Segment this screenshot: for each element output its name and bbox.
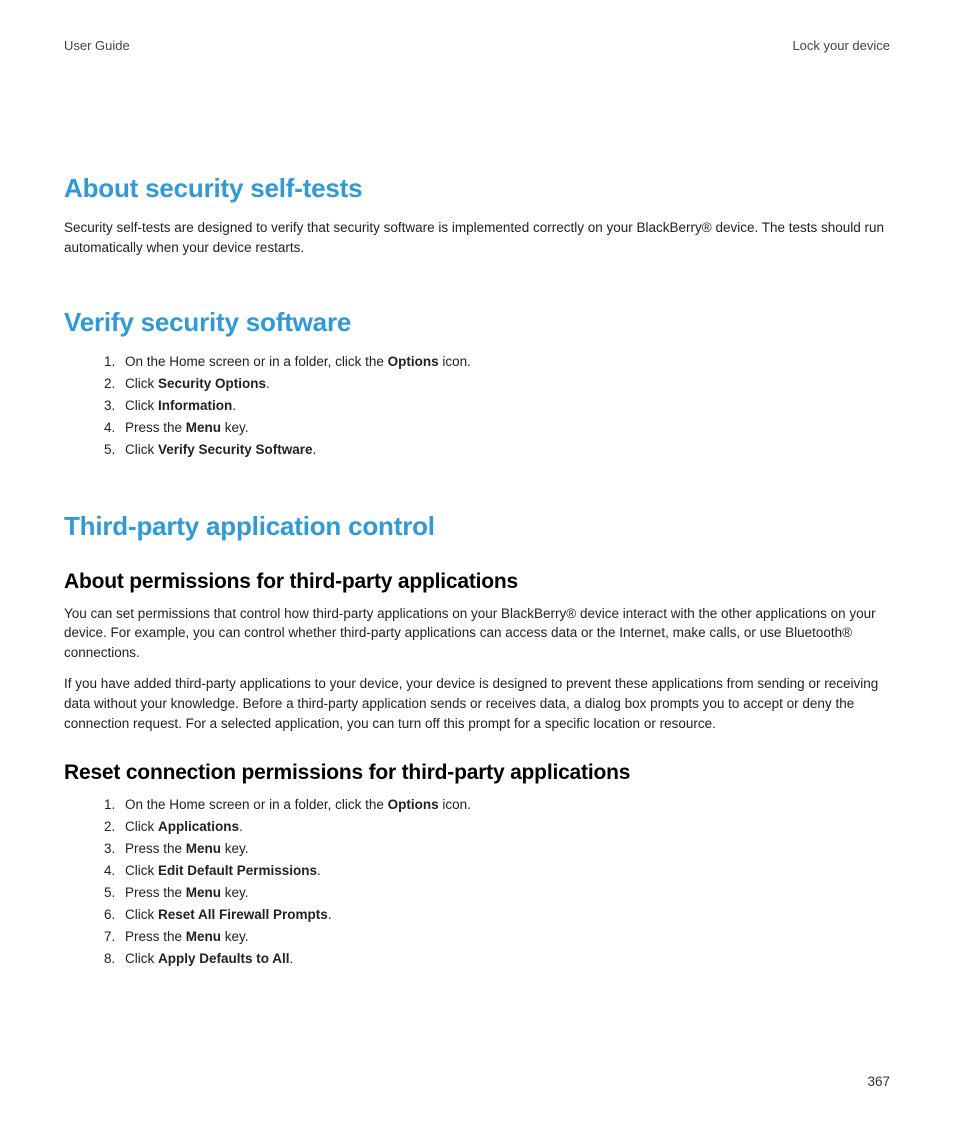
step-item: Press the Menu key. [119, 927, 890, 948]
step-text: . [290, 951, 294, 966]
step-bold: Information [158, 398, 232, 413]
step-item: On the Home screen or in a folder, click… [119, 795, 890, 816]
heading-about-security-self-tests: About security self-tests [64, 173, 890, 204]
step-text: Click [125, 863, 158, 878]
step-bold: Menu [186, 885, 221, 900]
step-item: Click Apply Defaults to All. [119, 949, 890, 970]
step-item: Click Verify Security Software. [119, 440, 890, 461]
step-text: . [317, 863, 321, 878]
step-text: Click [125, 907, 158, 922]
step-bold: Edit Default Permissions [158, 863, 317, 878]
step-text: Press the [125, 929, 186, 944]
page-header: User Guide Lock your device [64, 38, 890, 53]
step-text: icon. [439, 797, 471, 812]
step-text: Press the [125, 885, 186, 900]
step-item: On the Home screen or in a folder, click… [119, 352, 890, 373]
step-item: Click Applications. [119, 817, 890, 838]
step-bold: Verify Security Software [158, 442, 313, 457]
step-text: Click [125, 376, 158, 391]
step-text: . [266, 376, 270, 391]
step-text: On the Home screen or in a folder, click… [125, 354, 388, 369]
step-text: key. [221, 841, 249, 856]
subheading-about-permissions: About permissions for third-party applic… [64, 570, 890, 594]
header-right: Lock your device [792, 38, 890, 53]
step-text: . [232, 398, 236, 413]
document-page: User Guide Lock your device About securi… [0, 0, 954, 1145]
step-bold: Security Options [158, 376, 266, 391]
page-number: 367 [867, 1074, 890, 1089]
heading-verify-security-software: Verify security software [64, 307, 890, 338]
step-text: Click [125, 951, 158, 966]
step-item: Click Reset All Firewall Prompts. [119, 905, 890, 926]
step-item: Click Information. [119, 396, 890, 417]
step-text: . [313, 442, 317, 457]
step-bold: Apply Defaults to All [158, 951, 290, 966]
step-text: On the Home screen or in a folder, click… [125, 797, 388, 812]
step-text: key. [221, 929, 249, 944]
step-item: Click Edit Default Permissions. [119, 861, 890, 882]
steps-verify-security-software: On the Home screen or in a folder, click… [64, 352, 890, 461]
step-text: Press the [125, 420, 186, 435]
heading-third-party-application-control: Third-party application control [64, 511, 890, 542]
step-item: Press the Menu key. [119, 883, 890, 904]
step-text: . [328, 907, 332, 922]
subheading-reset-connection-permissions: Reset connection permissions for third-p… [64, 761, 890, 785]
step-item: Click Security Options. [119, 374, 890, 395]
step-item: Press the Menu key. [119, 418, 890, 439]
header-left: User Guide [64, 38, 130, 53]
step-text: Click [125, 398, 158, 413]
step-text: key. [221, 420, 249, 435]
step-text: Press the [125, 841, 186, 856]
step-bold: Menu [186, 929, 221, 944]
paragraph-security-self-tests: Security self-tests are designed to veri… [64, 218, 890, 257]
step-text: key. [221, 885, 249, 900]
step-bold: Options [388, 797, 439, 812]
paragraph-permissions-1: You can set permissions that control how… [64, 604, 890, 663]
step-bold: Applications [158, 819, 239, 834]
step-text: icon. [439, 354, 471, 369]
step-text: Click [125, 442, 158, 457]
paragraph-permissions-2: If you have added third-party applicatio… [64, 674, 890, 733]
step-text: Click [125, 819, 158, 834]
step-bold: Menu [186, 841, 221, 856]
step-text: . [239, 819, 243, 834]
step-bold: Menu [186, 420, 221, 435]
step-bold: Reset All Firewall Prompts [158, 907, 328, 922]
step-item: Press the Menu key. [119, 839, 890, 860]
steps-reset-connection-permissions: On the Home screen or in a folder, click… [64, 795, 890, 969]
step-bold: Options [388, 354, 439, 369]
